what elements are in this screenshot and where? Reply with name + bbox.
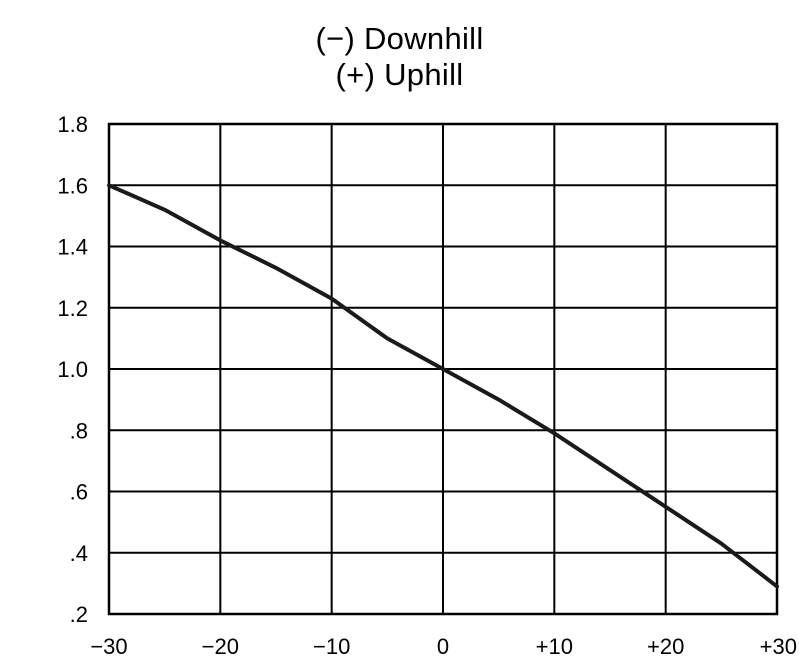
x-tick-label: +30	[760, 634, 797, 659]
series-layer	[107, 183, 779, 589]
chart-title-uphill: (+) Uphill	[335, 57, 464, 92]
x-tick-label: +10	[536, 634, 573, 659]
y-tick-label: .2	[70, 602, 88, 627]
x-tick-label: −30	[90, 634, 127, 659]
x-tick-label: +20	[647, 634, 684, 659]
y-tick-label: .8	[70, 418, 88, 443]
y-tick-label: 1.4	[57, 235, 88, 260]
x-tick-label: −20	[202, 634, 239, 659]
series-line	[107, 183, 779, 589]
x-tick-label: 0	[437, 634, 449, 659]
plot-border	[107, 122, 779, 616]
y-tick-label: .4	[70, 541, 88, 566]
y-tick-label: 1.8	[57, 112, 88, 137]
y-tick-label: 1.6	[57, 173, 88, 198]
y-tick-label: 1.0	[57, 357, 88, 382]
y-tick-label: 1.2	[57, 296, 88, 321]
x-tick-label: −10	[313, 634, 350, 659]
x-axis-ticks: −30 −20 −10 0 +10 +20 +30	[90, 634, 797, 659]
chart-title-downhill: (−) Downhill	[315, 21, 484, 56]
y-tick-label: .6	[70, 480, 88, 505]
y-axis-ticks: .2 .4 .6 .8 1.0 1.2 1.4 1.6 1.8	[57, 112, 88, 627]
